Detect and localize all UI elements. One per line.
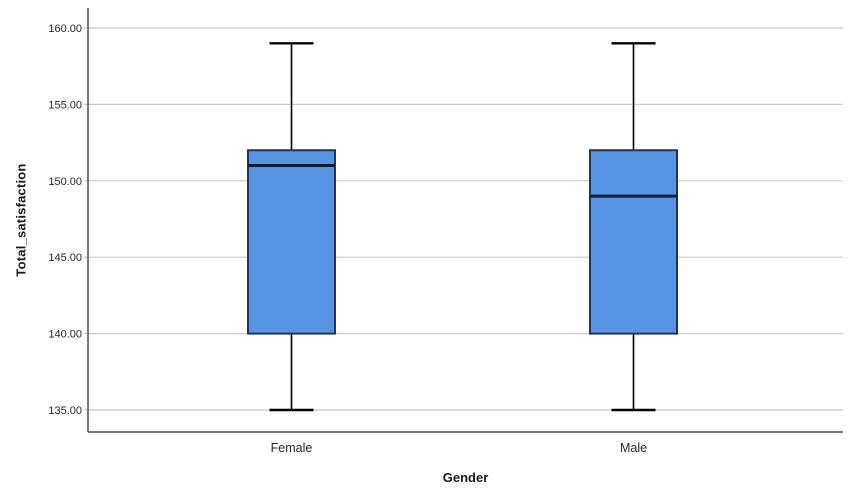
x-category-label: Male (620, 441, 647, 455)
x-category-label: Female (271, 441, 313, 455)
y-tick-label: 145.00 (48, 252, 82, 264)
x-axis-title: Gender (442, 470, 489, 485)
boxplot-male-box (589, 149, 678, 335)
y-tick-label: 140.00 (48, 329, 82, 341)
y-tick-label: 160.00 (48, 23, 82, 35)
y-tick-label: 150.00 (48, 176, 82, 188)
y-tick-label: 135.00 (48, 405, 82, 417)
y-tick-label: 155.00 (48, 99, 82, 111)
y-axis-title: Total_satisfaction (13, 163, 29, 277)
boxplot-female-box (247, 149, 336, 335)
